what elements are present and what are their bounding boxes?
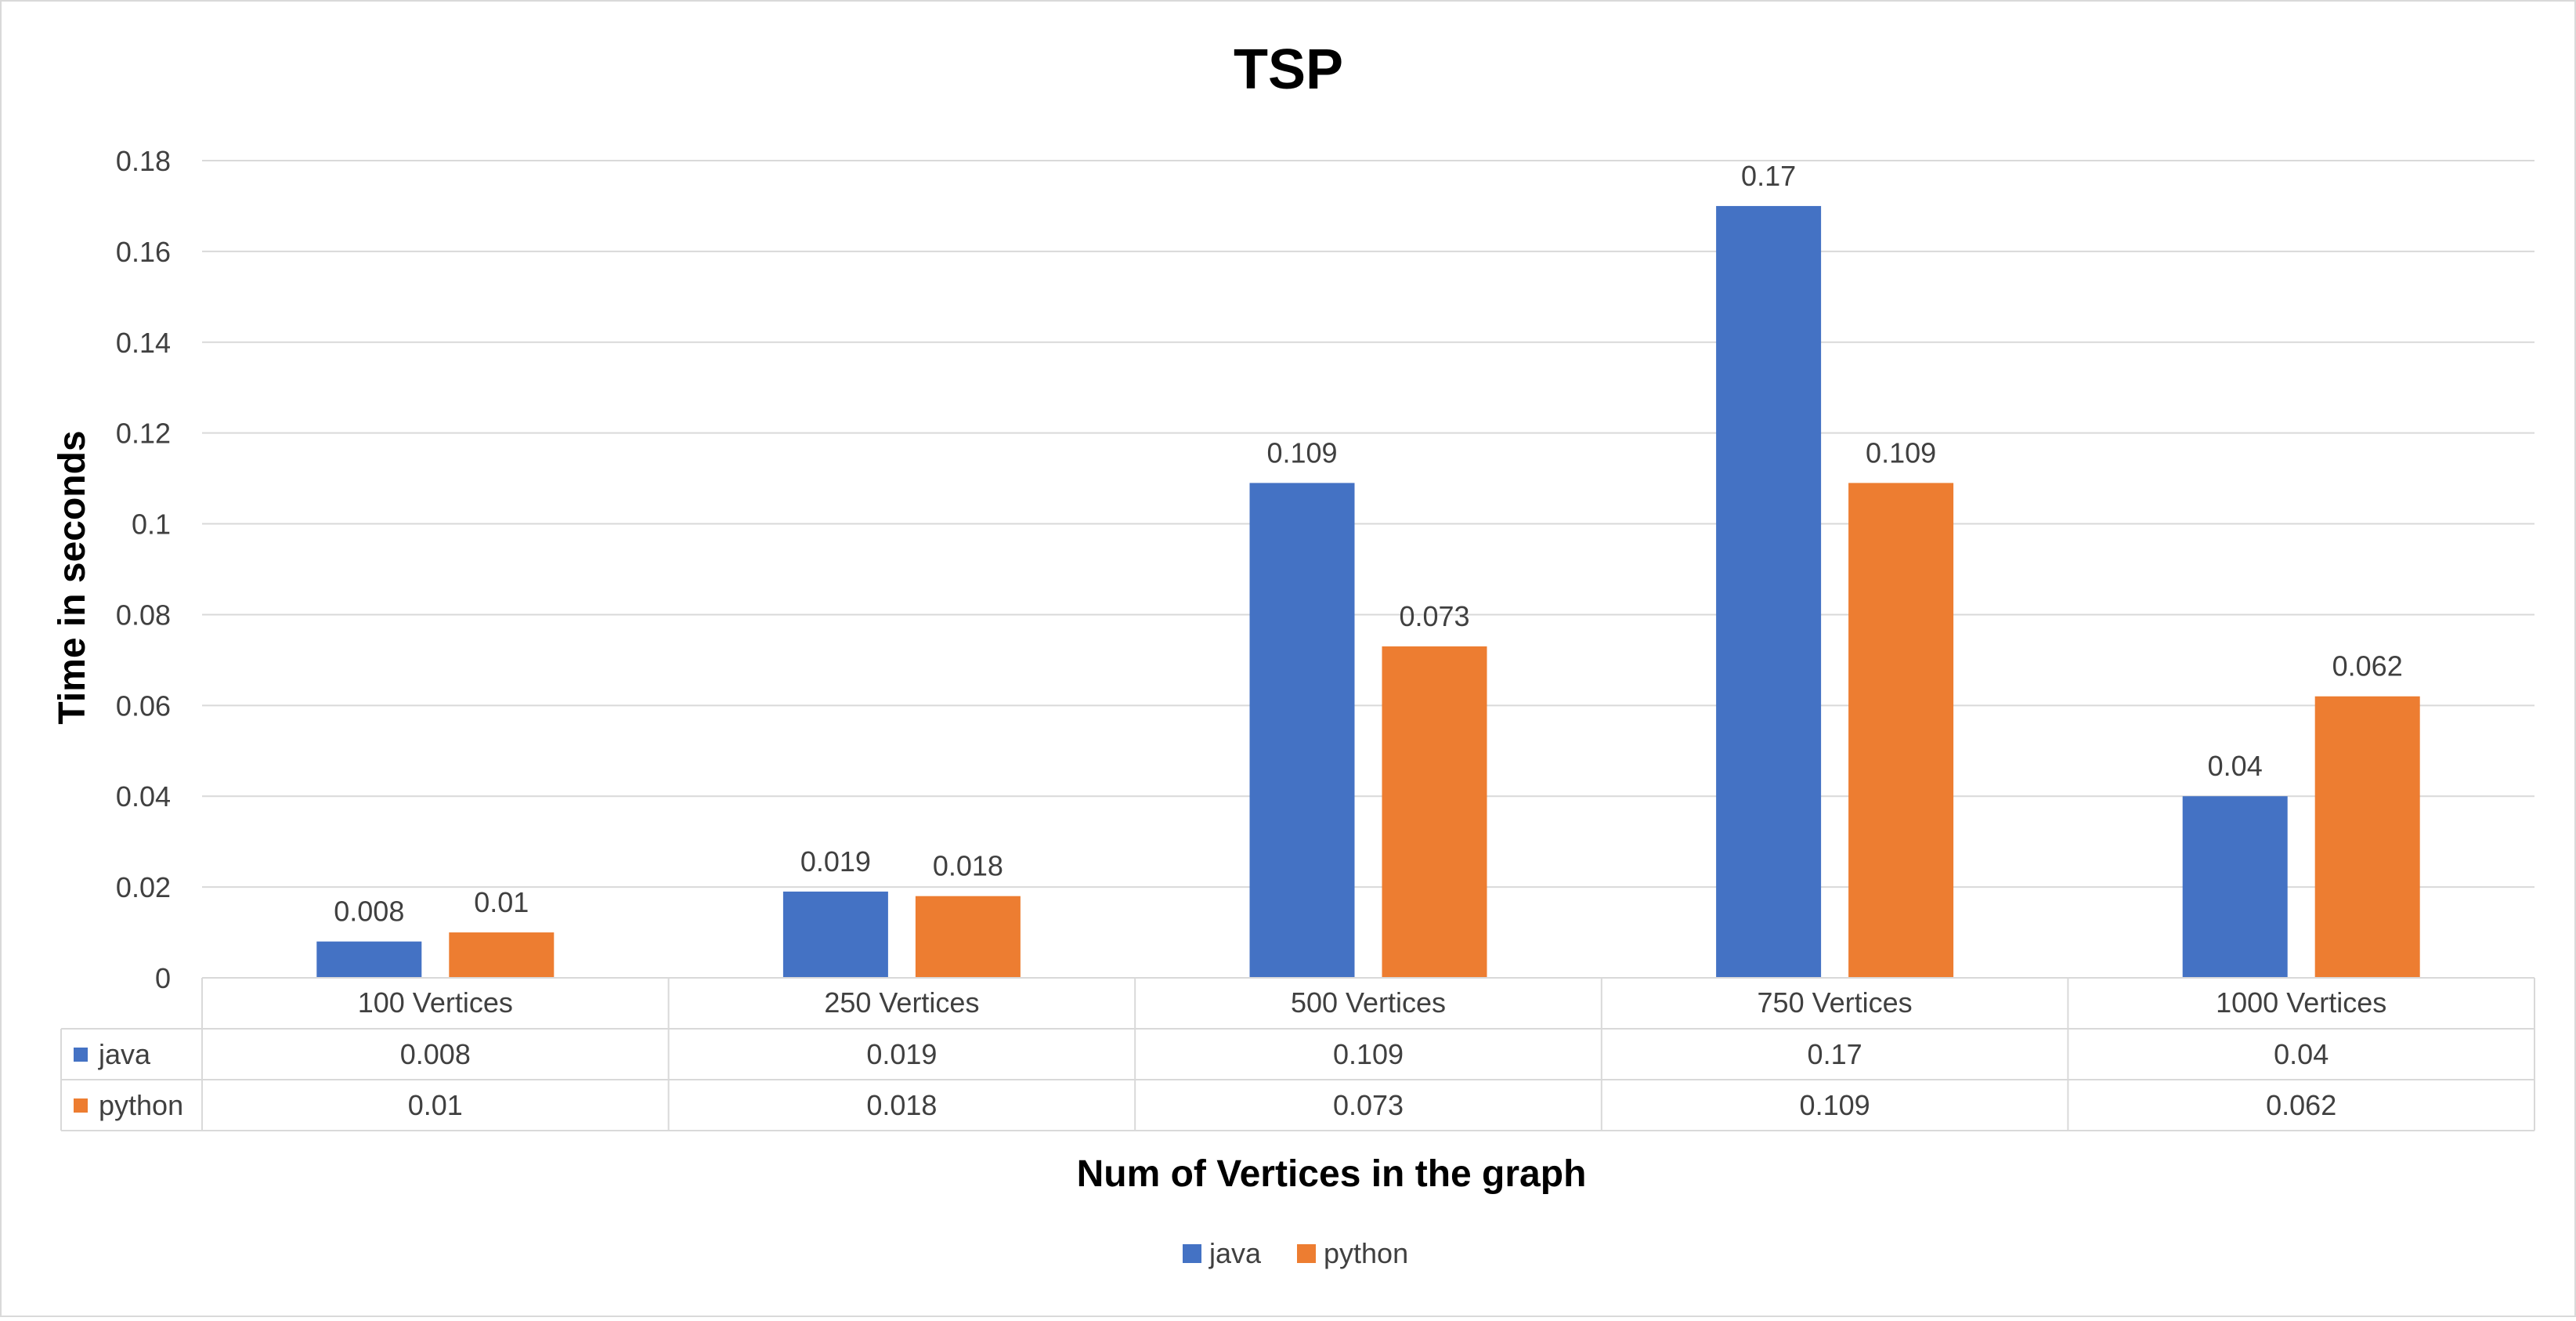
table-cell: 0.018 [866,1089,937,1121]
data-label-java: 0.008 [334,896,404,928]
x-axis-label: Num of Vertices in the graph [1077,1153,1587,1195]
table-cell: 0.04 [2274,1038,2329,1070]
gridlines [202,160,2534,889]
data-label-python: 0.018 [933,850,1003,882]
legend: java python [1183,1237,1408,1269]
data-label-python: 0.073 [1399,600,1469,632]
y-tick-label: 0.16 [116,236,171,268]
table-cell: 0.109 [1333,1038,1404,1070]
data-label-python: 0.01 [474,886,529,918]
legend-label: java [1209,1237,1262,1269]
data-label-java: 0.019 [800,845,871,878]
y-tick-label: 0.08 [116,599,171,631]
bar-python [1848,483,1954,978]
y-tick-label: 0.02 [116,871,171,903]
table-cell: 0.019 [866,1038,937,1070]
table-series-name: python [99,1089,183,1121]
bar-python [1382,646,1487,978]
legend-key-java [1183,1244,1201,1263]
data-label-java: 0.17 [1741,160,1796,192]
data-label-python: 0.062 [2332,650,2403,682]
bar-java [1716,205,1822,978]
y-axis-label: Time in seconds [52,430,93,724]
table-cell: 0.01 [408,1089,463,1121]
table-cell: 0.073 [1333,1089,1404,1121]
data-table: 100 Vertices 250 Vertices 500 Vertices 750 … [60,977,2535,1131]
data-label-java: 0.04 [2208,750,2263,782]
bar-java [782,891,888,978]
bar-python [449,932,555,978]
y-tick-label: 0.18 [116,145,171,177]
chart-title: TSP [1234,38,1343,101]
x-tick-label: 1000 Vertices [2216,986,2386,1019]
x-tick-label: 250 Vertices [824,986,979,1019]
data-labels: 0.008 0.019 0.109 0.17 0.04 0.01 0.018 0.073 0.1… [334,160,2402,928]
x-tick-label: 750 Vertices [1758,986,1913,1019]
legend-label: python [1324,1237,1408,1269]
table-cell: 0.17 [1808,1038,1862,1070]
y-tick-label: 0.12 [116,418,171,450]
y-tick-label: 0.1 [132,508,171,541]
bar-java [1249,483,1355,978]
table-cell: 0.008 [400,1038,471,1070]
data-label-python: 0.109 [1866,436,1936,469]
bar-python [2314,696,2420,978]
bar-java [316,941,422,978]
y-tick-label: 0.06 [116,689,171,722]
y-axis-ticks: 0 0.02 0.04 0.06 0.08 0.1 0.12 0.14 0.16 0.18 [116,145,171,994]
x-tick-label: 100 Vertices [358,986,513,1019]
table-cell: 0.062 [2266,1089,2336,1121]
x-tick-label: 500 Vertices [1291,986,1446,1019]
bar-java [2182,796,2288,978]
data-label-java: 0.109 [1266,436,1337,469]
table-series-name: java [98,1038,151,1070]
legend-key-python [1297,1244,1316,1263]
table-cell: 0.109 [1800,1089,1870,1121]
y-tick-label: 0.04 [116,780,171,813]
y-tick-label: 0 [155,962,171,994]
y-tick-label: 0.14 [116,327,171,359]
bar-python [915,896,1021,978]
table-legend-key-python [74,1098,88,1113]
bars [316,205,2420,978]
table-legend-key-java [74,1048,88,1062]
